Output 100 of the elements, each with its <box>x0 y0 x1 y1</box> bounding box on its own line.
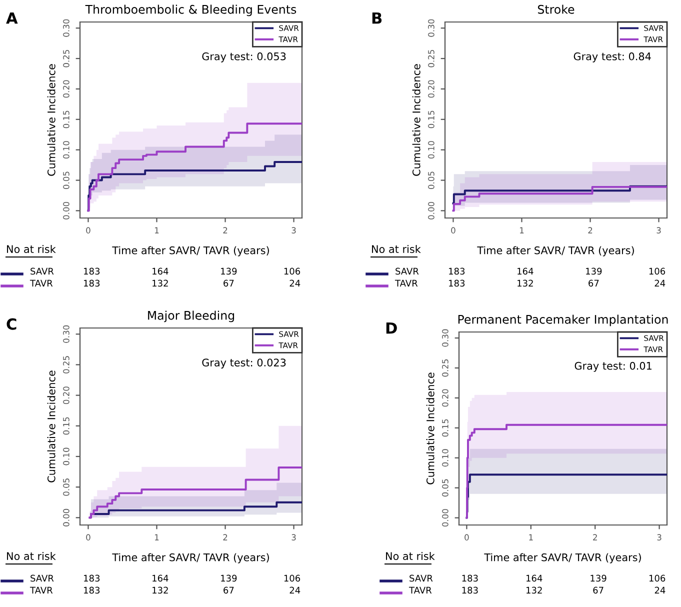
annotation: Gray test: 0.84 <box>574 52 651 62</box>
y-tick-label: 0.00 <box>442 509 448 527</box>
y-tick-label: 0.25 <box>428 50 434 68</box>
text: SAVR <box>30 574 54 582</box>
text: 183 <box>449 280 465 287</box>
text: 24 <box>290 586 300 594</box>
text: 106 <box>284 574 300 582</box>
y-tick-label: 0.10 <box>442 449 448 467</box>
x-tick-label: 1 <box>155 227 159 234</box>
chart-title: Stroke <box>538 4 574 14</box>
x-tick-label: 1 <box>520 227 524 234</box>
y-tick-label: 0.30 <box>442 329 448 347</box>
text: No at risk <box>7 552 56 560</box>
annotation: Gray test: 0.053 <box>202 52 286 62</box>
y-tick-label: 0.00 <box>428 202 434 220</box>
y-tick-label: 0.20 <box>63 386 70 404</box>
text: 24 <box>654 280 666 286</box>
x-tick-label: 3 <box>657 534 662 540</box>
y-tick-label: 0.15 <box>63 110 70 128</box>
y-tick-label: 0.20 <box>63 80 70 98</box>
y-tick-label: 0.30 <box>63 19 70 37</box>
x-tick-label: 3 <box>292 534 296 540</box>
y-tick-label: 0.00 <box>63 508 70 526</box>
y-tick-label: 0.25 <box>442 359 448 377</box>
text: 139 <box>221 574 237 582</box>
text: 67 <box>588 280 599 287</box>
text: C <box>6 318 16 330</box>
text: 183 <box>84 280 100 287</box>
text: TAVR <box>408 586 432 594</box>
text: 132 <box>518 280 533 287</box>
y-tick-label: 0.05 <box>442 479 448 497</box>
text: 183 <box>462 586 478 594</box>
y-tick-label: 0.05 <box>63 172 70 189</box>
chart-title: Permanent Pacemaker Implantation <box>458 314 668 326</box>
text: 67 <box>224 280 234 287</box>
x-tick-label: 0 <box>86 227 90 234</box>
y-axis-title: Cumulative Incidence <box>426 372 434 484</box>
y-tick-label: 0.25 <box>63 356 70 374</box>
y-tick-label: 0.20 <box>442 389 448 407</box>
text: 139 <box>221 268 237 275</box>
chart-title: Major Bleeding <box>148 310 234 322</box>
x-tick-label: 2 <box>223 534 228 540</box>
text: 24 <box>290 280 300 286</box>
text: No at risk <box>386 552 435 560</box>
x-tick-label: 0 <box>86 534 90 540</box>
text: 132 <box>152 280 168 287</box>
text: 183 <box>84 574 100 582</box>
y-tick-label: 0.10 <box>428 141 434 159</box>
x-tick-label: 2 <box>223 227 228 234</box>
y-tick-label: 0.00 <box>63 202 70 220</box>
x-axis-title: Time after SAVR/ TAVR (years) <box>112 553 269 564</box>
x-axis-title: Time after SAVR/ TAVR (years) <box>112 246 269 256</box>
text: 106 <box>649 574 666 582</box>
y-tick-label: 0.15 <box>442 419 448 437</box>
annotation: Gray test: 0.01 <box>574 362 652 372</box>
text: 183 <box>449 268 465 275</box>
x-tick-label: 1 <box>529 534 533 540</box>
text: 164 <box>152 268 168 275</box>
x-tick-label: 1 <box>155 534 159 540</box>
x-tick-label: 2 <box>588 227 592 234</box>
text: TAVR <box>30 586 53 594</box>
text: TAVR <box>394 280 418 286</box>
text: No at risk <box>372 244 421 254</box>
text: 139 <box>586 268 602 275</box>
x-axis-title: Time after SAVR/ TAVR (years) <box>484 553 641 564</box>
text: SAVR <box>410 574 433 582</box>
text: SAVR <box>396 268 419 275</box>
text: 164 <box>526 574 542 582</box>
x-axis-title: Time after SAVR/ TAVR (years) <box>477 246 634 256</box>
text: 106 <box>649 268 666 275</box>
annotation: Gray test: 0.023 <box>202 358 286 368</box>
text: No at risk <box>7 244 56 254</box>
text: TAVR <box>30 280 53 286</box>
y-tick-label: 0.20 <box>428 80 434 98</box>
x-tick-label: 3 <box>292 227 296 234</box>
x-tick-label: 3 <box>656 227 661 234</box>
text: 139 <box>590 574 606 582</box>
text: 67 <box>593 586 604 594</box>
text: 67 <box>224 586 234 594</box>
x-tick-label: 0 <box>451 227 456 234</box>
y-tick-label: 0.15 <box>428 110 434 128</box>
text: SAVR <box>30 268 54 275</box>
text: A <box>6 12 18 24</box>
y-tick-label: 0.05 <box>428 172 434 189</box>
text: 164 <box>518 268 534 275</box>
y-tick-label: 0.10 <box>63 448 70 466</box>
y-tick-label: 0.10 <box>63 141 70 159</box>
text: 132 <box>526 586 542 594</box>
text: 183 <box>84 586 100 594</box>
text: D <box>386 322 397 334</box>
y-tick-label: 0.30 <box>63 325 70 343</box>
text: 132 <box>152 586 168 594</box>
text: 183 <box>462 574 478 582</box>
text: 183 <box>84 268 100 275</box>
y-axis-title: Cumulative Incidence <box>47 370 56 482</box>
chart-title: Thromboembolic & Bleeding Events <box>85 4 296 16</box>
y-tick-label: 0.15 <box>63 417 70 435</box>
y-tick-label: 0.25 <box>63 50 70 68</box>
y-axis-title: Cumulative Incidence <box>47 64 56 176</box>
x-tick-label: 2 <box>593 534 597 540</box>
